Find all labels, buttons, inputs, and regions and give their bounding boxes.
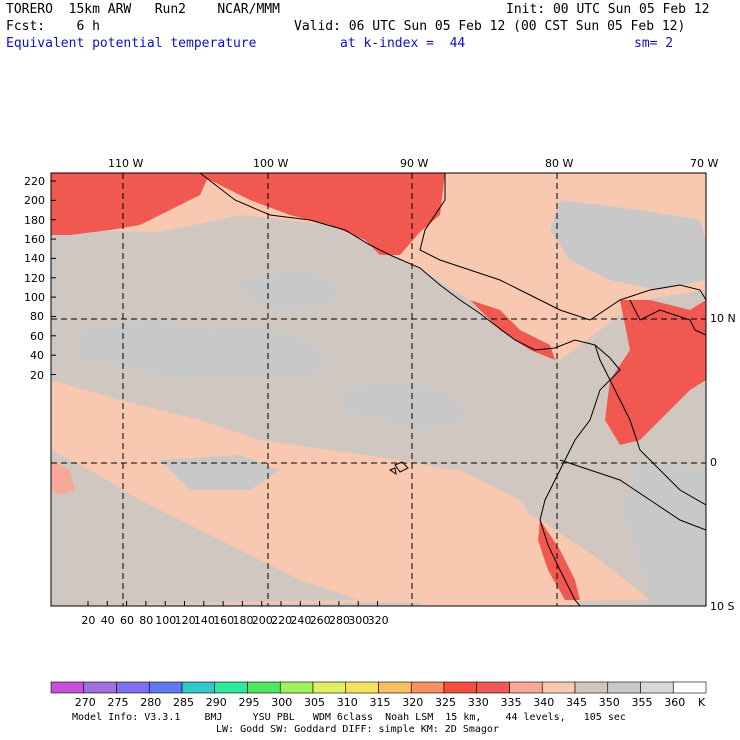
colorbar-swatch bbox=[247, 681, 281, 694]
model-info-line1: Model Info: V3.3.1 BMJ YSU PBL WDM 6clas… bbox=[72, 712, 626, 723]
lon-label-110w: 110 W bbox=[108, 157, 144, 170]
forecast-hour: Fcst: 6 h bbox=[6, 19, 100, 34]
colorbar-label: 305 bbox=[304, 696, 325, 709]
y-tick-label: 180 bbox=[24, 213, 45, 227]
x-tick-label: 160 bbox=[213, 614, 235, 627]
colorbar-swatch bbox=[476, 681, 510, 694]
x-tick-label: 140 bbox=[193, 614, 215, 627]
colorbar-label: 285 bbox=[173, 696, 194, 709]
colorbar-swatch bbox=[148, 681, 183, 694]
colorbar-label: 355 bbox=[631, 696, 653, 709]
y-tick-label: 200 bbox=[24, 194, 45, 208]
field-name: Equivalent potential temperature bbox=[6, 36, 257, 51]
colorbar-label: 270 bbox=[74, 696, 96, 709]
valid-time: Valid: 06 UTC Sun 05 Feb 12 (00 CST Sun … bbox=[294, 19, 686, 34]
x-tick-label: 180 bbox=[232, 614, 254, 627]
y-tick-label: 40 bbox=[30, 349, 44, 363]
colorbar-label: 315 bbox=[369, 696, 391, 709]
lon-label-100w: 100 W bbox=[253, 157, 289, 170]
colorbar-swatch bbox=[116, 681, 150, 694]
colorbar-label: 290 bbox=[205, 696, 227, 709]
x-tick-label: 300 bbox=[348, 614, 370, 627]
colorbar-swatch bbox=[574, 681, 609, 694]
level-info: at k-index = 44 bbox=[340, 36, 466, 51]
colorbar-label: 335 bbox=[500, 696, 522, 709]
x-tick-label: 60 bbox=[120, 614, 134, 627]
x-tick-label: 220 bbox=[271, 614, 293, 627]
colorbar-label: 340 bbox=[533, 696, 555, 709]
x-tick-label: 200 bbox=[251, 614, 273, 627]
colorbar-swatch bbox=[509, 681, 543, 694]
colorbar-swatch bbox=[607, 681, 641, 694]
colorbar-unit: K bbox=[698, 696, 706, 709]
colorbar-label: 295 bbox=[238, 696, 260, 709]
colorbar-label: 300 bbox=[271, 696, 293, 709]
y-tick-label: 160 bbox=[24, 233, 45, 247]
x-tick-label: 120 bbox=[174, 614, 196, 627]
lat-label-10n: 10 N bbox=[710, 312, 736, 325]
colorbar-swatch bbox=[83, 681, 117, 694]
x-tick-label: 240 bbox=[290, 614, 312, 627]
colorbar-swatch bbox=[378, 681, 412, 694]
x-tick-label: 260 bbox=[309, 614, 331, 627]
colorbar-swatch bbox=[410, 681, 445, 694]
colorbar-swatch bbox=[214, 681, 248, 694]
y-tick-label: 80 bbox=[30, 310, 44, 324]
colorbar-label: 360 bbox=[664, 696, 686, 709]
colorbar-label: 275 bbox=[107, 696, 129, 709]
lon-label-80w: 80 W bbox=[545, 157, 574, 170]
colorbar-label: 310 bbox=[336, 696, 358, 709]
x-tick-label: 100 bbox=[155, 614, 177, 627]
colorbar bbox=[50, 681, 707, 694]
colorbar-label: 345 bbox=[566, 696, 587, 709]
colorbar-label: 325 bbox=[435, 696, 456, 709]
colorbar-swatch bbox=[541, 681, 576, 694]
lat-label-10s: 10 S bbox=[710, 600, 735, 613]
colorbar-swatch bbox=[345, 681, 379, 694]
lat-label-0: 0 bbox=[710, 456, 717, 469]
init-time: Init: 00 UTC Sun 05 Feb 12 bbox=[506, 2, 710, 17]
model-info-line2: LW: Godd SW: Goddard DIFF: simple KM: 2D… bbox=[216, 724, 499, 735]
colorbar-swatch bbox=[672, 681, 707, 694]
colorbar-swatch bbox=[312, 681, 347, 694]
field-shading bbox=[51, 173, 706, 606]
y-tick-label: 100 bbox=[24, 291, 45, 305]
plot-frame bbox=[50, 172, 707, 607]
y-tick-label: 60 bbox=[30, 329, 44, 343]
colorbar-label: 330 bbox=[467, 696, 489, 709]
smoothing-info: sm= 2 bbox=[634, 36, 674, 51]
colorbar-swatch bbox=[443, 681, 478, 694]
colorbar-swatch bbox=[50, 681, 85, 694]
x-tick-label: 320 bbox=[367, 614, 389, 627]
y-tick-label: 20 bbox=[30, 368, 44, 382]
colorbar-label: 320 bbox=[402, 696, 424, 709]
y-tick-label: 120 bbox=[24, 271, 45, 285]
colorbar-label: 350 bbox=[598, 696, 620, 709]
x-tick-label: 20 bbox=[81, 614, 96, 627]
colorbar-swatch bbox=[640, 681, 674, 694]
colorbar-swatch bbox=[279, 681, 314, 694]
colorbar-swatch bbox=[181, 681, 216, 694]
model-title: TORERO 15km ARW Run2 NCAR/MMM bbox=[6, 2, 280, 17]
y-tick-label: 140 bbox=[24, 252, 45, 266]
x-tick-label: 40 bbox=[100, 614, 115, 627]
colorbar-label: 280 bbox=[140, 696, 162, 709]
lon-label-90w: 90 W bbox=[400, 157, 429, 170]
y-tick-label: 220 bbox=[24, 175, 45, 188]
x-tick-label: 80 bbox=[139, 614, 154, 627]
lon-label-70w: 70 W bbox=[690, 157, 719, 170]
x-tick-label: 280 bbox=[329, 614, 350, 627]
